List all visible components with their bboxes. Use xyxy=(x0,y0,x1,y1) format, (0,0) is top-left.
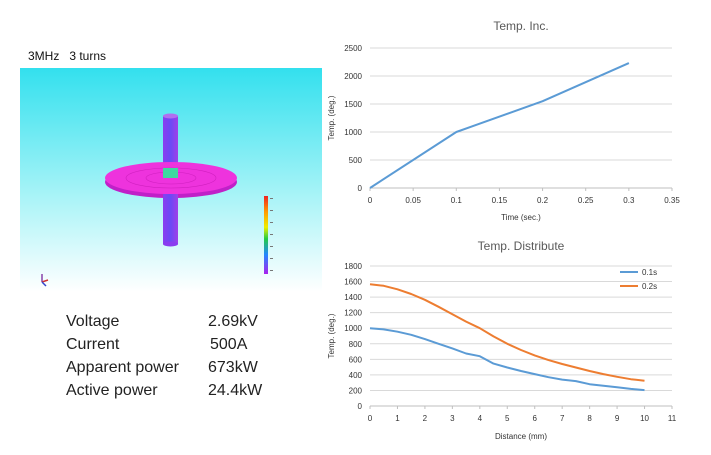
y-tick-label: 1500 xyxy=(344,100,362,109)
legend-ticks xyxy=(270,198,273,271)
legend-label: 0.2s xyxy=(642,282,657,291)
y-tick-label: 500 xyxy=(349,156,363,165)
series-line-0 xyxy=(369,62,630,189)
x-tick-label: 0.05 xyxy=(405,196,421,205)
y-tick-label: 1600 xyxy=(344,278,362,287)
x-tick-label: 7 xyxy=(560,414,565,423)
x-tick-label: 0.3 xyxy=(623,196,635,205)
x-tick-label: 9 xyxy=(615,414,620,423)
param-row-current: Current 500A xyxy=(66,333,296,356)
electrical-parameters: Voltage 2.69kV Current 500A Apparent pow… xyxy=(66,310,296,402)
param-row-apparent-power: Apparent power 673kW xyxy=(66,356,296,379)
y-tick-label: 2500 xyxy=(344,44,362,53)
param-value: 500A xyxy=(210,336,248,353)
rod-lower xyxy=(163,194,178,244)
y-tick-label: 600 xyxy=(349,355,363,364)
simulation-title: 3MHz 3 turns xyxy=(28,49,107,63)
param-value: 2.69kV xyxy=(208,313,258,330)
legend-label: 0.1s xyxy=(642,268,657,277)
y-tick-label: 1200 xyxy=(344,309,362,318)
temp-increase-chart: Temp. Inc. 0 500 1000 1500 2000 2500 0 0.05 0.1 0.… xyxy=(320,8,690,230)
y-tick-label: 2000 xyxy=(344,72,362,81)
x-axis-label: Time (sec.) xyxy=(501,213,541,222)
x-tick-label: 0.35 xyxy=(664,196,680,205)
param-row-voltage: Voltage 2.69kV xyxy=(66,310,296,333)
rod-hot-zone xyxy=(163,168,178,178)
y-tick-label: 800 xyxy=(349,340,363,349)
param-value: 24.4kW xyxy=(208,382,263,399)
y-axis-label: Temp. (deg.) xyxy=(327,313,336,358)
param-value: 673kW xyxy=(208,359,258,376)
x-tick-label: 0.15 xyxy=(492,196,508,205)
chart-title: Temp. Distribute xyxy=(478,239,565,253)
y-tick-label: 0 xyxy=(358,184,363,193)
chart-svg: Temp. Distribute020040060080010001200140… xyxy=(327,239,677,441)
x-axis-label: Distance (mm) xyxy=(495,432,547,441)
temp-distribution-chart: Temp. Distribute 0 200 400 600 800 1000 1200 140… xyxy=(320,232,690,450)
x-tick-label: 3 xyxy=(450,414,455,423)
param-label: Active power xyxy=(66,382,158,399)
x-tick-label: 0.1 xyxy=(451,196,463,205)
x-tick-label: 8 xyxy=(587,414,592,423)
y-tick-label: 1000 xyxy=(344,324,362,333)
param-label: Current xyxy=(66,336,120,353)
color-legend xyxy=(264,196,268,274)
chart-svg: Temp. Inc. 0 500 1000 1500 2000 2500 0 0.05 0.1 0.… xyxy=(327,19,680,222)
param-label: Apparent power xyxy=(66,359,179,376)
series-line-0.2s xyxy=(369,283,645,382)
simulation-view xyxy=(20,68,322,292)
y-tick-label: 1000 xyxy=(344,128,362,137)
rod-top xyxy=(163,113,178,119)
y-tick-label: 1400 xyxy=(344,293,362,302)
x-tick-label: 1 xyxy=(395,414,400,423)
x-tick-label: 0 xyxy=(368,196,373,205)
y-tick-label: 1800 xyxy=(344,262,362,271)
coil-model xyxy=(41,113,273,287)
x-tick-label: 0.25 xyxy=(578,196,594,205)
x-tick-label: 10 xyxy=(640,414,649,423)
x-tick-label: 11 xyxy=(668,414,677,423)
chart-title: Temp. Inc. xyxy=(493,19,548,33)
x-tick-label: 5 xyxy=(505,414,510,423)
param-label: Voltage xyxy=(66,313,120,330)
param-row-active-power: Active power 24.4kW xyxy=(66,379,296,402)
x-tick-label: 0 xyxy=(368,414,373,423)
y-tick-label: 0 xyxy=(358,402,363,411)
x-tick-label: 6 xyxy=(533,414,538,423)
y-tick-label: 400 xyxy=(349,371,363,380)
axis-triad-icon xyxy=(41,274,49,287)
y-tick-label: 200 xyxy=(349,386,363,395)
x-tick-label: 0.2 xyxy=(537,196,549,205)
x-tick-label: 4 xyxy=(478,414,483,423)
y-axis-label: Temp. (deg.) xyxy=(327,95,336,140)
x-tick-label: 2 xyxy=(423,414,428,423)
series-line-0.1s xyxy=(369,327,645,392)
